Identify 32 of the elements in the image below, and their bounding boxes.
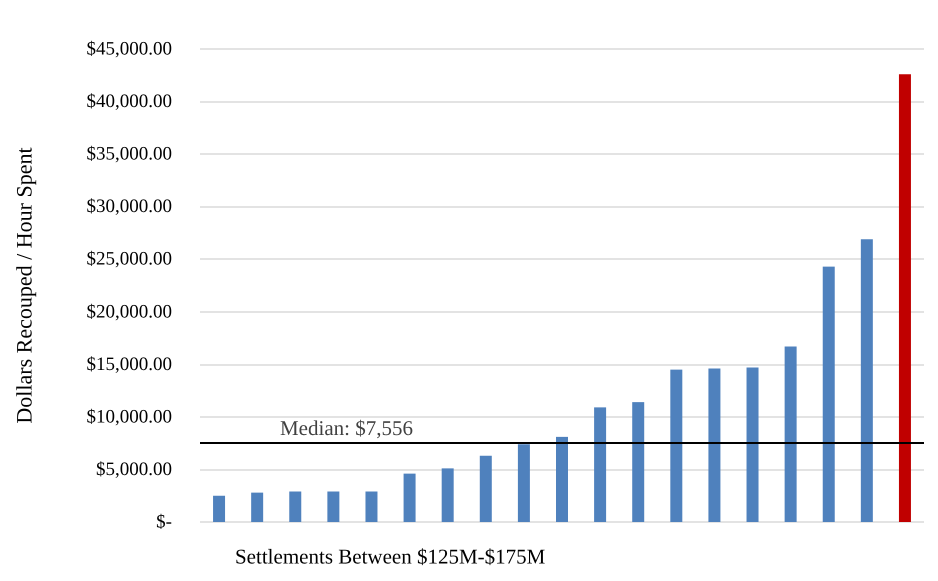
y-tick-label: $15,000.00	[86, 354, 172, 375]
bar	[251, 492, 264, 522]
bar	[708, 368, 720, 522]
y-tick-label: $30,000.00	[86, 196, 172, 218]
bar	[365, 492, 378, 522]
bar	[289, 492, 302, 522]
y-axis-title: Dollars Recouped / Hour Spent	[12, 147, 36, 424]
y-tick-label: $35,000.00	[86, 144, 172, 165]
bar	[898, 74, 911, 522]
bar	[594, 407, 606, 522]
y-tick-label: $45,000.00	[86, 38, 172, 60]
x-axis-title: Settlements Between $125M-$175M	[235, 544, 546, 568]
bar	[632, 402, 644, 522]
bar	[213, 496, 226, 522]
bar	[860, 239, 873, 522]
y-tick-label: $5,000.00	[96, 458, 172, 480]
bar	[442, 468, 454, 522]
bar	[556, 436, 568, 522]
y-tick-label: $40,000.00	[86, 91, 172, 112]
y-tick-label: $10,000.00	[86, 406, 172, 428]
bar	[822, 266, 835, 522]
ref-line-label: Median: $7,556	[280, 416, 413, 440]
bar	[518, 444, 530, 522]
bar	[480, 456, 492, 522]
bar	[784, 346, 797, 522]
bar	[327, 492, 340, 522]
bar	[404, 474, 416, 522]
y-tick-label: $20,000.00	[86, 301, 172, 322]
bar	[746, 367, 759, 522]
y-tick-label: $25,000.00	[86, 248, 172, 270]
y-tick-label: $-	[156, 512, 172, 532]
bar	[670, 370, 682, 522]
